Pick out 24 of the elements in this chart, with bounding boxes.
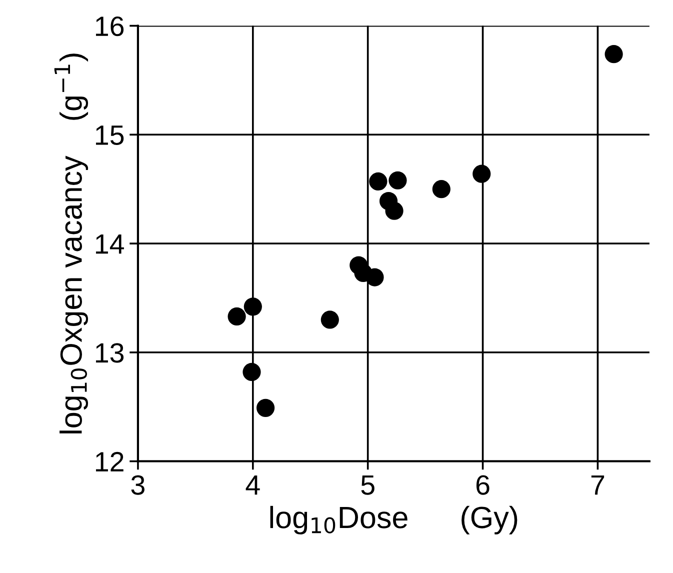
- point: [242, 362, 261, 382]
- point: [320, 310, 339, 329]
- y-tick-label: 15: [96, 126, 124, 145]
- x-tick-label: 5: [361, 475, 374, 495]
- y-axis-title: log$_{10}$Oxgen vacancy (g$^{−1}$): [54, 54, 88, 434]
- point: [228, 307, 246, 326]
- y-tick-label: 14: [96, 234, 124, 254]
- x-tick-label: 7: [591, 475, 604, 495]
- x-axis-title: log$_{10}$Dose (Gy): [270, 506, 518, 534]
- y-tick-label: 16: [96, 16, 124, 36]
- y-tick-label: 12: [96, 452, 124, 472]
- x-tick-label: 4: [246, 475, 260, 495]
- point: [432, 180, 450, 198]
- point: [369, 172, 388, 191]
- point: [472, 164, 491, 183]
- x-tick-label: 6: [476, 475, 490, 495]
- point: [604, 45, 623, 64]
- point: [244, 298, 262, 316]
- x-tick-label: 3: [131, 475, 144, 495]
- point: [256, 398, 275, 417]
- point: [388, 171, 407, 190]
- point: [366, 268, 384, 286]
- y-tick-label: 13: [96, 343, 124, 363]
- point: [385, 202, 404, 220]
